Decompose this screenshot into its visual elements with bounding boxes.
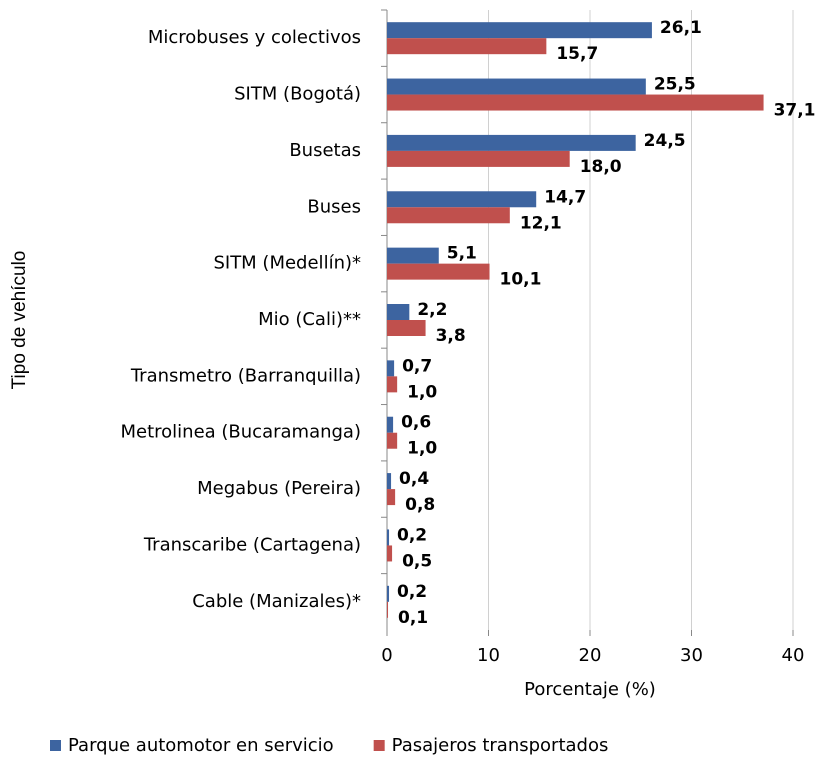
value-label: 5,1 xyxy=(447,244,477,264)
value-label: 0,6 xyxy=(401,413,431,433)
value-label: 18,0 xyxy=(580,157,622,177)
bar xyxy=(387,304,410,320)
value-label: 1,0 xyxy=(407,382,437,402)
x-tick-label: 10 xyxy=(477,645,500,666)
y-tick-label: Microbuses y colectivos xyxy=(148,27,361,48)
legend-label: Pasajeros transportados xyxy=(392,735,609,756)
bar xyxy=(387,585,390,602)
value-label: 0,4 xyxy=(399,469,429,489)
bar xyxy=(387,529,390,546)
value-label: 0,8 xyxy=(405,495,435,515)
x-tick-label: 0 xyxy=(381,645,392,666)
x-tick-label: 20 xyxy=(579,645,602,666)
y-tick-label: Transcaribe (Cartagena) xyxy=(143,534,361,555)
legend-swatch xyxy=(50,740,61,751)
value-label: 3,8 xyxy=(436,326,466,346)
value-label: 0,2 xyxy=(397,582,427,602)
value-label: 10,1 xyxy=(500,270,542,290)
x-axis-title: Porcentaje (%) xyxy=(524,679,656,700)
value-label: 15,7 xyxy=(556,44,598,64)
value-label: 2,2 xyxy=(417,300,447,320)
value-label: 0,7 xyxy=(402,356,432,376)
bar xyxy=(387,489,396,506)
y-tick-label: Megabus (Pereira) xyxy=(197,478,361,499)
bar xyxy=(387,38,547,55)
bar xyxy=(387,78,646,95)
bar xyxy=(387,207,510,224)
bar xyxy=(387,432,398,449)
legend-swatch xyxy=(373,740,385,751)
bar xyxy=(387,545,393,562)
value-label: 0,1 xyxy=(398,608,428,628)
value-label: 14,7 xyxy=(544,187,586,207)
value-label: 26,1 xyxy=(660,18,702,38)
bar xyxy=(387,320,426,336)
bar xyxy=(387,247,439,264)
legend-label: Parque automotor en servicio xyxy=(68,735,334,756)
bar xyxy=(387,150,570,167)
y-tick-label: Metrolinea (Bucaramanga) xyxy=(120,422,361,443)
bar xyxy=(387,22,652,39)
value-label: 12,1 xyxy=(520,213,562,233)
bar xyxy=(387,134,636,151)
y-tick-label: Buses xyxy=(307,196,361,217)
bar xyxy=(387,191,537,208)
value-label: 24,5 xyxy=(644,131,686,151)
bar xyxy=(387,376,398,393)
bar xyxy=(387,94,764,111)
value-label: 1,0 xyxy=(407,439,437,459)
x-tick-label: 30 xyxy=(680,645,703,666)
value-label: 0,5 xyxy=(402,551,432,571)
y-tick-label: SITM (Bogotá) xyxy=(234,84,361,105)
y-tick-label: SITM (Medellín)* xyxy=(213,253,361,274)
x-tick-label: 40 xyxy=(782,645,805,666)
value-label: 0,2 xyxy=(397,525,427,545)
value-label: 37,1 xyxy=(774,101,816,121)
bar xyxy=(387,263,490,280)
y-axis-title: Tipo de vehículo xyxy=(9,251,30,390)
y-tick-label: Busetas xyxy=(289,140,361,161)
bar xyxy=(387,473,392,490)
y-tick-label: Cable (Manizales)* xyxy=(192,591,361,612)
bar xyxy=(387,416,394,433)
value-label: 25,5 xyxy=(654,75,696,95)
bar xyxy=(387,601,389,618)
bar xyxy=(387,360,395,377)
y-tick-label: Mio (Cali)** xyxy=(258,309,361,330)
y-tick-label: Transmetro (Barranquilla) xyxy=(130,365,361,386)
